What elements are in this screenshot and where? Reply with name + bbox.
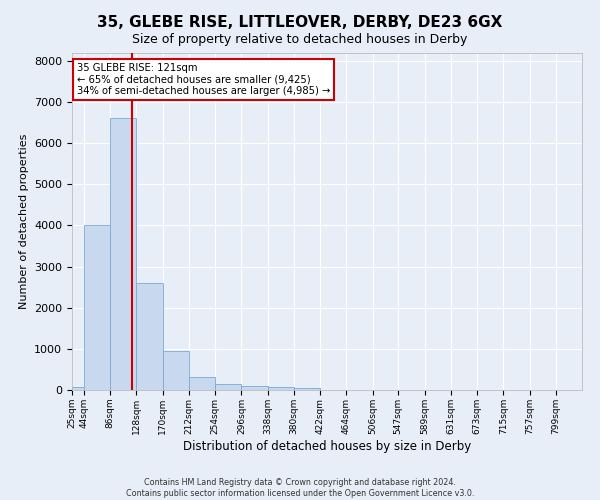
Text: 35 GLEBE RISE: 121sqm
← 65% of detached houses are smaller (9,425)
34% of semi-d: 35 GLEBE RISE: 121sqm ← 65% of detached … <box>77 62 331 96</box>
Y-axis label: Number of detached properties: Number of detached properties <box>19 134 29 309</box>
Bar <box>72 387 84 390</box>
Bar <box>136 283 163 390</box>
Bar <box>215 384 241 390</box>
Bar <box>84 226 110 390</box>
Bar <box>294 388 320 390</box>
Text: Size of property relative to detached houses in Derby: Size of property relative to detached ho… <box>133 32 467 46</box>
Text: Contains HM Land Registry data © Crown copyright and database right 2024.
Contai: Contains HM Land Registry data © Crown c… <box>126 478 474 498</box>
Bar <box>241 386 268 390</box>
Bar <box>189 376 215 390</box>
Bar <box>268 387 294 390</box>
Bar <box>163 351 189 390</box>
X-axis label: Distribution of detached houses by size in Derby: Distribution of detached houses by size … <box>183 440 471 452</box>
Bar <box>110 118 136 390</box>
Text: 35, GLEBE RISE, LITTLEOVER, DERBY, DE23 6GX: 35, GLEBE RISE, LITTLEOVER, DERBY, DE23 … <box>97 15 503 30</box>
